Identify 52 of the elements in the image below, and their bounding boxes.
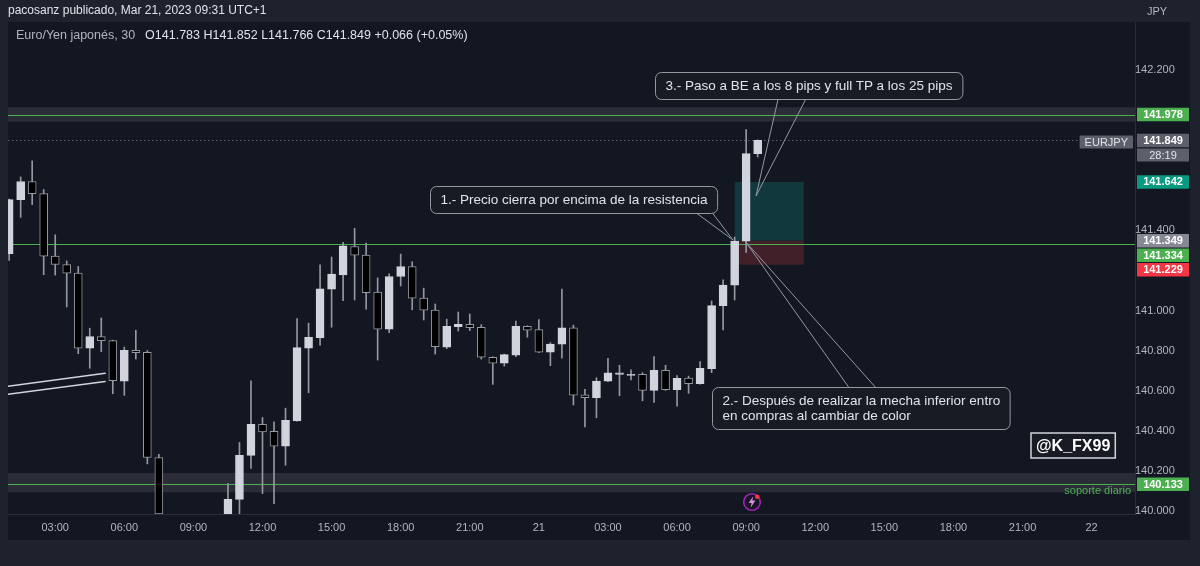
y-tick-label: 142.200 [1135, 63, 1175, 76]
candlestick [62, 260, 72, 308]
x-tick-label: 21:00 [456, 520, 484, 533]
y-tick-label: 140.000 [1135, 504, 1175, 517]
band-label: soporte diario [1064, 484, 1131, 497]
x-tick-label: 21:00 [1008, 520, 1037, 533]
x-tick-label: 18:00 [386, 520, 415, 533]
y-tick-label: 140.800 [1135, 343, 1175, 356]
ref-line-label: 140.133 [1143, 477, 1183, 490]
ref-line-label: 141.978 [1143, 108, 1183, 121]
x-tick-label: 09:00 [179, 520, 208, 533]
candlestick [96, 317, 106, 352]
x-tick-label: 03:00 [41, 520, 69, 533]
annotation: 1.- Precio cierra por encima de la resistencia [440, 191, 709, 207]
annotation: 2.- Después de realizar la mecha inferior entro en compras al cambiar de color [722, 392, 1001, 423]
x-tick-label: 21 [532, 520, 545, 533]
y-tick-label: 140.200 [1135, 463, 1175, 476]
candlestick [50, 234, 60, 276]
x-tick-label: 18:00 [939, 520, 968, 533]
x-tick-label: 22 [1085, 520, 1098, 533]
x-tick-label: 12:00 [801, 520, 830, 533]
ref-line-label: 141.334 [1143, 248, 1184, 261]
candlestick [557, 288, 567, 359]
x-tick-label: 09:00 [732, 520, 760, 533]
candlestick [488, 356, 498, 385]
candlestick [453, 311, 463, 332]
text: O141.783 H141.852 L141.766 C141.849 +0.066 (+0.05%) [145, 28, 468, 43]
candlestick [269, 421, 279, 504]
x-tick-label: 15:00 [317, 520, 346, 533]
candlestick [131, 329, 141, 360]
annotation: EURJPY [1084, 135, 1129, 148]
text: pacosanz publicado, Mar 21, 2023 09:31 UTC+1 [8, 3, 267, 18]
text: 28:19 [1149, 148, 1177, 161]
annotation: 3.- Paso a BE a los 8 pips y full TP a los 25 pips [665, 77, 953, 93]
annotation: @K_FX99 [1036, 436, 1111, 454]
ref-line-label: 141.849 [1143, 133, 1183, 146]
text: 141.229 [1143, 263, 1183, 276]
x-tick-label: 15:00 [870, 520, 899, 533]
x-tick-label: 06:00 [663, 520, 691, 533]
x-tick-label: 06:00 [110, 520, 139, 533]
y-tick-label: 141.400 [1135, 223, 1175, 236]
candlestick [465, 313, 475, 331]
candlestick [580, 389, 590, 428]
x-tick-label: 03:00 [594, 520, 622, 533]
y-tick-label: 140.400 [1135, 423, 1175, 436]
x-tick-label: 12:00 [248, 520, 277, 533]
text: Euro/Yen japonés, 30 [16, 28, 136, 43]
y-axis-title: JPY [1147, 5, 1168, 18]
y-tick-label: 141.000 [1135, 303, 1175, 316]
y-tick-label: 140.600 [1135, 383, 1175, 396]
text: 141.349 [1143, 234, 1183, 247]
text: 141.642 [1143, 175, 1183, 188]
